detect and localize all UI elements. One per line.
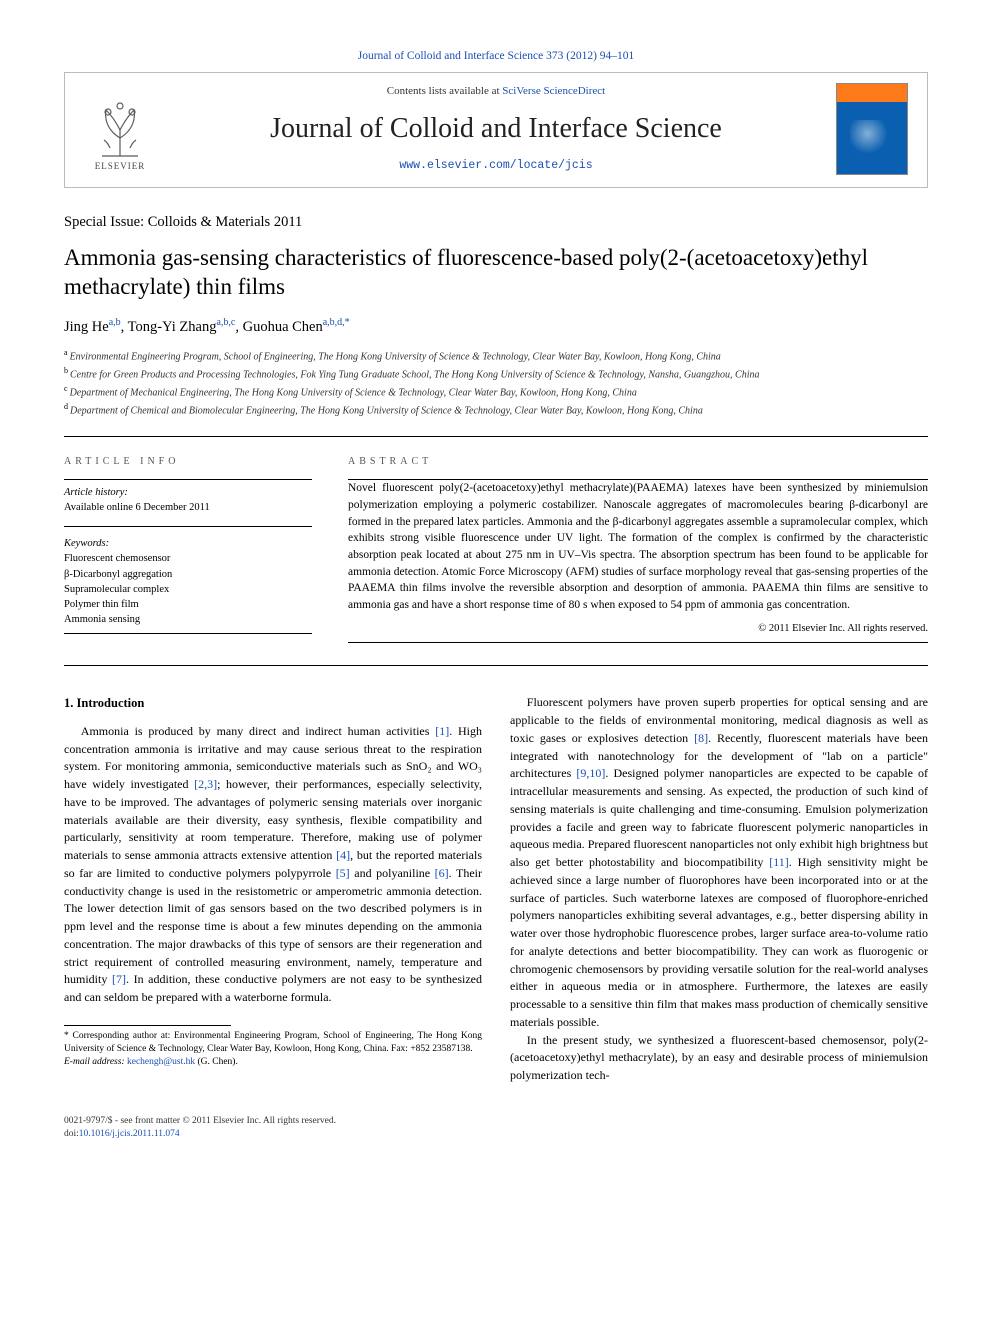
author-2: , Tong-Yi Zhang bbox=[121, 319, 217, 335]
email-label: E-mail address: bbox=[64, 1057, 127, 1067]
special-issue-label: Special Issue: Colloids & Materials 2011 bbox=[64, 212, 928, 232]
ref-link[interactable]: [7] bbox=[112, 972, 126, 986]
intro-paragraph-1: Ammonia is produced by many direct and i… bbox=[64, 723, 482, 1007]
sciencedirect-link[interactable]: SciVerse ScienceDirect bbox=[502, 85, 605, 97]
contents-prefix: Contents lists available at bbox=[387, 85, 502, 97]
intro-heading: 1. Introduction bbox=[64, 694, 482, 713]
author-2-affil-marker: a,b,c bbox=[216, 317, 235, 328]
intro-paragraph-3: In the present study, we synthesized a f… bbox=[510, 1032, 928, 1085]
keyword-item: β-Dicarbonyl aggregation bbox=[64, 567, 312, 582]
journal-title: Journal of Colloid and Interface Science bbox=[175, 109, 817, 148]
journal-header: ELSEVIER Contents lists available at Sci… bbox=[64, 72, 928, 188]
abstract-text: Novel fluorescent poly(2-(acetoacetoxy)e… bbox=[348, 480, 928, 613]
contents-line: Contents lists available at SciVerse Sci… bbox=[175, 84, 817, 99]
ref-link[interactable]: [4] bbox=[336, 848, 350, 862]
ref-link[interactable]: [1] bbox=[435, 724, 449, 738]
keyword-item: Polymer thin film bbox=[64, 597, 312, 612]
keyword-item: Supramolecular complex bbox=[64, 582, 312, 597]
intro-paragraph-2: Fluorescent polymers have proven superb … bbox=[510, 694, 928, 1031]
affil-c: Department of Mechanical Engineering, Th… bbox=[70, 387, 637, 398]
history-value: Available online 6 December 2011 bbox=[64, 501, 312, 516]
divider bbox=[64, 436, 928, 437]
email-link[interactable]: kechengh@ust.hk bbox=[127, 1057, 195, 1067]
affil-b: Centre for Green Products and Processing… bbox=[70, 369, 760, 380]
abstract-label: ABSTRACT bbox=[348, 455, 928, 469]
keyword-item: Fluorescent chemosensor bbox=[64, 551, 312, 566]
author-3: , Guohua Chen bbox=[235, 319, 322, 335]
author-list: Jing Hea,b, Tong-Yi Zhanga,b,c, Guohua C… bbox=[64, 316, 928, 337]
author-1: Jing He bbox=[64, 319, 109, 335]
corr-author-text: * Corresponding author at: Environmental… bbox=[64, 1030, 482, 1056]
history-label: Article history: bbox=[64, 486, 312, 501]
keywords-label: Keywords: bbox=[64, 537, 312, 552]
ref-link[interactable]: [5] bbox=[336, 866, 350, 880]
affil-a: Environmental Engineering Program, Schoo… bbox=[70, 351, 721, 362]
ref-link[interactable]: [9,10] bbox=[576, 766, 605, 780]
elsevier-logo-icon: ELSEVIER bbox=[81, 86, 159, 172]
email-tail: (G. Chen). bbox=[195, 1057, 238, 1067]
keyword-item: Ammonia sensing bbox=[64, 612, 312, 627]
ref-link[interactable]: [11] bbox=[769, 855, 789, 869]
author-3-affil-marker: a,b,d,* bbox=[323, 317, 350, 328]
ref-link[interactable]: [6] bbox=[435, 866, 449, 880]
divider bbox=[64, 665, 928, 666]
affiliations: aEnvironmental Engineering Program, Scho… bbox=[64, 347, 928, 418]
page-footer: 0021-9797/$ - see front matter © 2011 El… bbox=[64, 1115, 928, 1142]
author-1-affil-marker: a,b bbox=[109, 317, 121, 328]
running-head: Journal of Colloid and Interface Science… bbox=[64, 48, 928, 64]
doi-link[interactable]: 10.1016/j.jcis.2011.11.074 bbox=[79, 1129, 180, 1139]
abstract-copyright: © 2011 Elsevier Inc. All rights reserved… bbox=[348, 622, 928, 637]
doi-label: doi: bbox=[64, 1129, 79, 1139]
affil-d: Department of Chemical and Biomolecular … bbox=[70, 405, 703, 416]
issn-line: 0021-9797/$ - see front matter © 2011 El… bbox=[64, 1115, 928, 1128]
elsevier-wordmark: ELSEVIER bbox=[95, 160, 146, 173]
article-title: Ammonia gas-sensing characteristics of f… bbox=[64, 244, 928, 302]
journal-homepage-link[interactable]: www.elsevier.com/locate/jcis bbox=[175, 158, 817, 174]
corresponding-author-footnote: * Corresponding author at: Environmental… bbox=[64, 1025, 482, 1068]
journal-cover-thumbnail-icon bbox=[836, 83, 908, 175]
article-info-panel: ARTICLE INFO Article history: Available … bbox=[64, 445, 312, 643]
ref-link[interactable]: [2,3] bbox=[194, 777, 217, 791]
abstract-panel: ABSTRACT Novel fluorescent poly(2-(aceto… bbox=[348, 445, 928, 643]
article-info-label: ARTICLE INFO bbox=[64, 455, 312, 469]
ref-link[interactable]: [8] bbox=[694, 731, 708, 745]
